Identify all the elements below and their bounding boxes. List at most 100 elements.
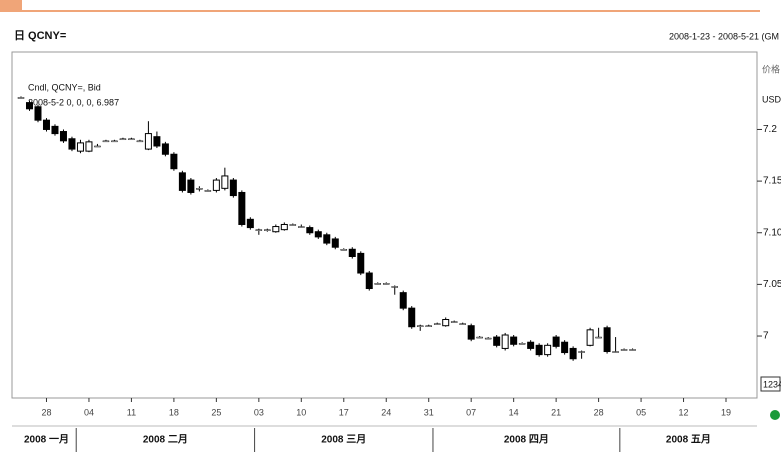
candle-body xyxy=(204,190,212,192)
candle-body xyxy=(561,341,569,354)
candle-body xyxy=(595,336,602,339)
candle-body xyxy=(221,175,229,189)
x-tick-label: 03 xyxy=(254,407,264,417)
candle-body xyxy=(501,334,509,349)
candle-body xyxy=(535,344,543,356)
x-tick-label: 18 xyxy=(169,407,179,417)
candle-body xyxy=(340,249,348,251)
y-tick-label: 7.10 xyxy=(763,227,781,238)
candle-body xyxy=(178,172,186,191)
candle-body xyxy=(552,336,560,347)
candle-body xyxy=(280,223,288,231)
candle-body xyxy=(94,145,101,148)
corner-label: 1234 xyxy=(763,379,781,389)
legend-line: Cndl, QCNY=, Bid xyxy=(28,82,101,92)
y-tick-label: 7 xyxy=(763,331,769,342)
candle-body xyxy=(42,119,50,130)
candle-body xyxy=(161,143,169,155)
candle-body xyxy=(442,319,450,327)
candle-body xyxy=(34,106,42,121)
candle-body xyxy=(518,343,526,345)
candle-body xyxy=(544,344,552,356)
x-tick-label: 28 xyxy=(594,407,604,417)
x-tick-label: 31 xyxy=(424,407,434,417)
candle-body xyxy=(298,226,305,228)
candle-body xyxy=(620,349,628,351)
candle-body xyxy=(187,179,195,193)
date-range: 2008-1-23 - 2008-5-21 (GM xyxy=(669,31,779,41)
candle-body xyxy=(289,224,297,226)
y-tick-label: 7.15 xyxy=(763,176,781,187)
x-tick-label: 05 xyxy=(636,407,646,417)
x-tick-label: 14 xyxy=(509,407,519,417)
candle-body xyxy=(629,349,636,351)
candle-body xyxy=(527,341,535,349)
candle-body xyxy=(416,325,424,327)
candle-body xyxy=(111,140,118,143)
candle-body xyxy=(586,329,594,346)
candle-body xyxy=(25,102,33,110)
candle-body xyxy=(323,234,331,244)
candle-body xyxy=(433,323,441,325)
candle-body xyxy=(357,252,365,274)
candle-body xyxy=(399,292,407,309)
x-tick-label: 28 xyxy=(41,407,51,417)
candle-body xyxy=(510,336,518,345)
x-tick-label: 04 xyxy=(84,407,94,417)
candle-body xyxy=(59,131,67,142)
candle-body xyxy=(408,307,416,328)
corner-box xyxy=(760,376,781,392)
y-tick-label: 7.2 xyxy=(763,124,777,135)
candle-body xyxy=(170,153,178,170)
candle-body xyxy=(246,218,254,229)
candle-body xyxy=(314,231,322,238)
x-tick-label: 25 xyxy=(211,407,221,417)
x-tick-label: 12 xyxy=(679,407,689,417)
candle-body xyxy=(365,272,373,290)
candle-body xyxy=(331,238,339,248)
y-axis-unit: USD xyxy=(762,94,781,104)
candle-body xyxy=(212,179,220,191)
candle-body xyxy=(68,138,76,150)
x-tick-label: 10 xyxy=(296,407,306,417)
candle-body xyxy=(476,336,483,339)
candle-body xyxy=(196,188,203,190)
candle-body xyxy=(229,179,237,197)
legend-line: 2008-5-2 0, 0, 0, 6.987 xyxy=(28,97,119,107)
candle-body xyxy=(569,347,577,360)
month-label: 2008 三月 xyxy=(321,434,366,446)
x-tick-label: 07 xyxy=(466,407,476,417)
candle-body xyxy=(306,227,314,234)
x-tick-label: 11 xyxy=(127,407,136,417)
candle-body xyxy=(467,325,475,340)
candle-body xyxy=(255,229,263,231)
x-tick-label: 19 xyxy=(721,407,731,417)
candle-body xyxy=(76,142,84,152)
candle-body xyxy=(136,140,144,143)
candle-body xyxy=(153,136,161,147)
candle-body xyxy=(102,140,110,143)
candle-body xyxy=(264,229,271,231)
candle-body xyxy=(425,325,432,327)
chart-title: 日 QCNY= xyxy=(14,29,66,42)
candle-body xyxy=(17,97,25,99)
month-label: 2008 二月 xyxy=(143,434,188,446)
candle-body xyxy=(238,191,246,225)
x-tick-label: 24 xyxy=(381,407,391,417)
header-accent xyxy=(0,0,22,10)
candle-body xyxy=(391,286,398,288)
candle-body xyxy=(85,141,93,152)
candle-body xyxy=(484,337,492,340)
candle-body xyxy=(119,138,127,141)
candle-body xyxy=(612,351,619,353)
x-tick-label: 21 xyxy=(551,407,561,417)
candle-body xyxy=(459,323,466,325)
candle-body xyxy=(450,321,458,323)
candle-body xyxy=(128,138,135,141)
month-label: 2008 一月 xyxy=(24,434,69,446)
candle-body xyxy=(272,226,280,233)
x-tick-label: 17 xyxy=(339,407,349,417)
candle-body xyxy=(51,125,59,135)
candle-body xyxy=(374,283,382,285)
